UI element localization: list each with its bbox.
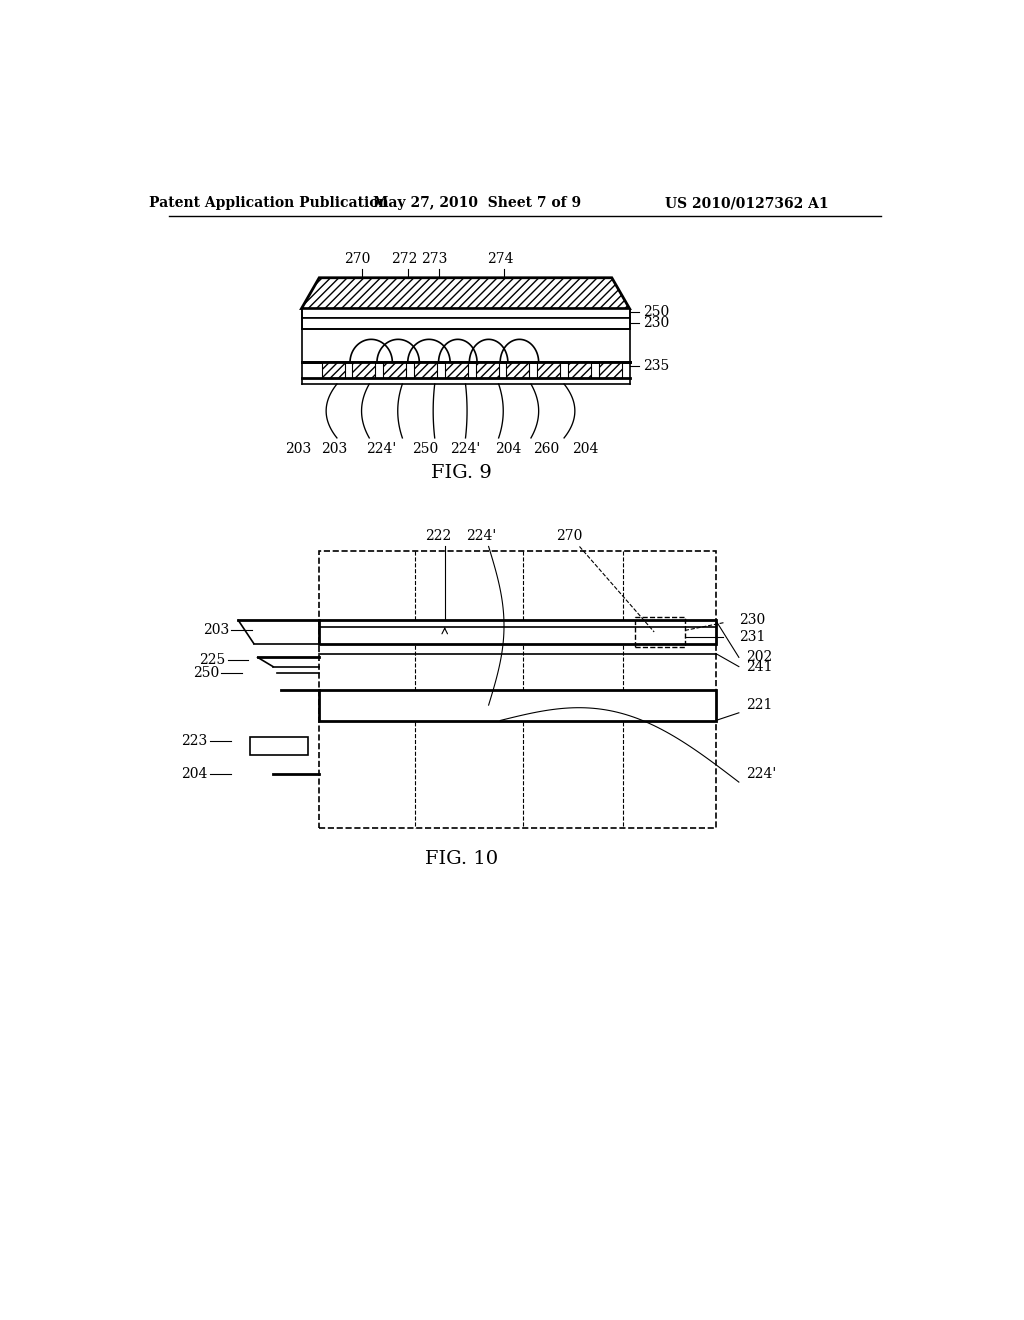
Text: FIG. 9: FIG. 9 — [431, 463, 493, 482]
Text: 224': 224' — [746, 767, 777, 781]
Text: 204: 204 — [571, 442, 598, 457]
Text: Patent Application Publication: Patent Application Publication — [150, 197, 389, 210]
Bar — [319, 552, 716, 829]
Text: 221: 221 — [746, 698, 773, 711]
Text: 274: 274 — [486, 252, 513, 265]
Text: 203: 203 — [203, 623, 229, 638]
Bar — [568, 363, 591, 378]
Text: 230: 230 — [643, 317, 669, 330]
Text: 250: 250 — [413, 442, 438, 457]
Bar — [538, 363, 560, 378]
Bar — [322, 363, 345, 378]
Text: 224': 224' — [366, 442, 396, 457]
Text: 204: 204 — [181, 767, 208, 781]
Text: 225: 225 — [199, 652, 225, 667]
Bar — [250, 738, 307, 755]
Bar — [301, 309, 630, 318]
Bar — [319, 620, 716, 644]
Bar — [383, 363, 407, 378]
Bar — [475, 363, 499, 378]
Text: 202: 202 — [746, 651, 773, 664]
Bar — [414, 363, 437, 378]
Text: 224': 224' — [466, 529, 496, 543]
Text: 230: 230 — [739, 614, 765, 627]
Polygon shape — [301, 277, 630, 309]
Bar — [319, 689, 716, 721]
Text: 273: 273 — [422, 252, 447, 265]
Text: 270: 270 — [556, 529, 583, 543]
Text: 222: 222 — [425, 529, 452, 543]
Text: 270: 270 — [344, 252, 371, 265]
Bar — [635, 616, 685, 647]
Text: 272: 272 — [391, 252, 417, 265]
Text: 250: 250 — [193, 665, 219, 680]
Bar — [599, 363, 622, 378]
Text: 203: 203 — [322, 442, 348, 457]
Bar — [444, 363, 468, 378]
Text: FIG. 10: FIG. 10 — [425, 850, 499, 869]
Text: US 2010/0127362 A1: US 2010/0127362 A1 — [665, 197, 828, 210]
Text: 231: 231 — [739, 631, 765, 644]
Bar — [506, 363, 529, 378]
Bar — [352, 363, 376, 378]
Text: 203: 203 — [286, 442, 311, 457]
Text: 224': 224' — [451, 442, 480, 457]
Text: 204: 204 — [495, 442, 521, 457]
Text: 235: 235 — [643, 359, 669, 374]
Text: May 27, 2010  Sheet 7 of 9: May 27, 2010 Sheet 7 of 9 — [373, 197, 582, 210]
Text: 223: 223 — [181, 734, 208, 747]
Text: 241: 241 — [746, 660, 773, 673]
Bar — [301, 318, 630, 330]
Text: 250: 250 — [643, 305, 669, 319]
Text: 260: 260 — [534, 442, 559, 457]
